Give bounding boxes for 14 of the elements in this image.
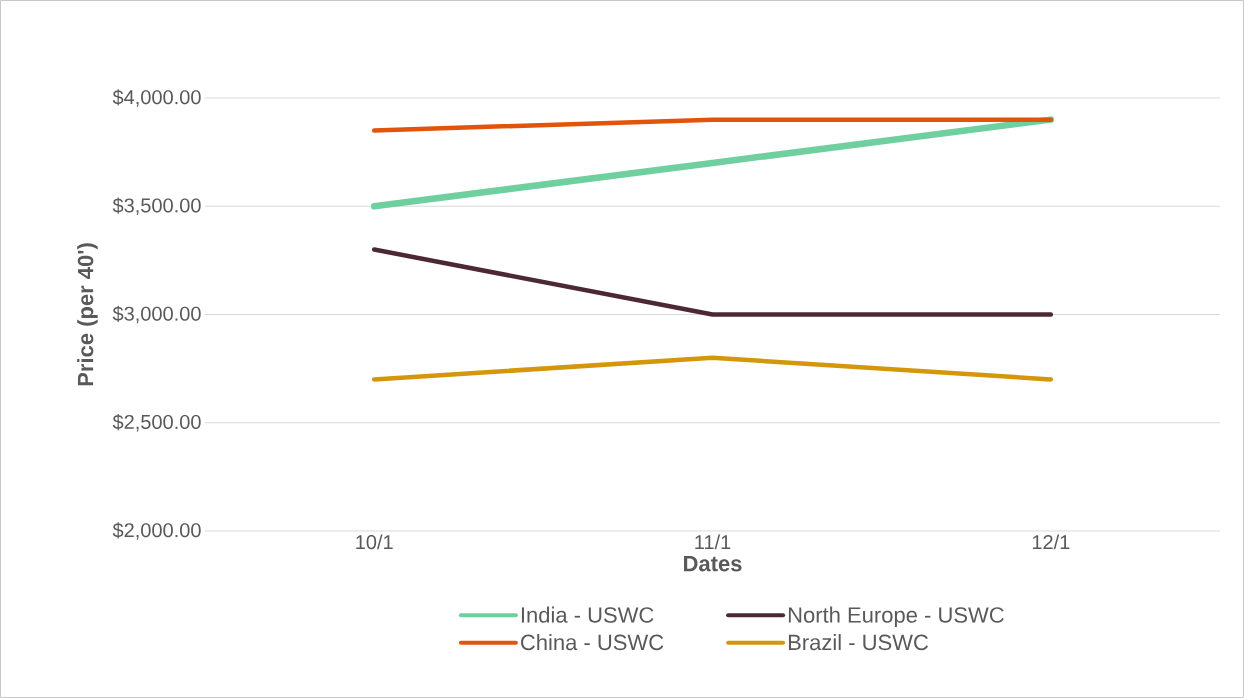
x-tick-label: 10/1 [356,534,393,550]
x-tick-label: 12/1 [1032,534,1070,550]
legend-label: India - USWC [521,606,654,623]
legend-label: China - USWC [521,634,664,651]
x-tick-label: 11/1 [695,534,731,550]
y-tick-label: $3,500.00 [112,197,201,215]
y-tick-label: $2,500.00 [112,414,201,432]
y-axis-title: Price (per 40') [77,243,98,386]
y-tick-label: $3,000.00 [112,305,201,324]
y-tick-label: $2,000.00 [112,522,201,540]
legend-label: North Europe - USWC [788,606,1004,628]
y-tick-label: $4,000.00 [112,89,201,107]
legend-label: Brazil - USWC [788,634,929,651]
x-axis-title: Dates [684,556,742,572]
